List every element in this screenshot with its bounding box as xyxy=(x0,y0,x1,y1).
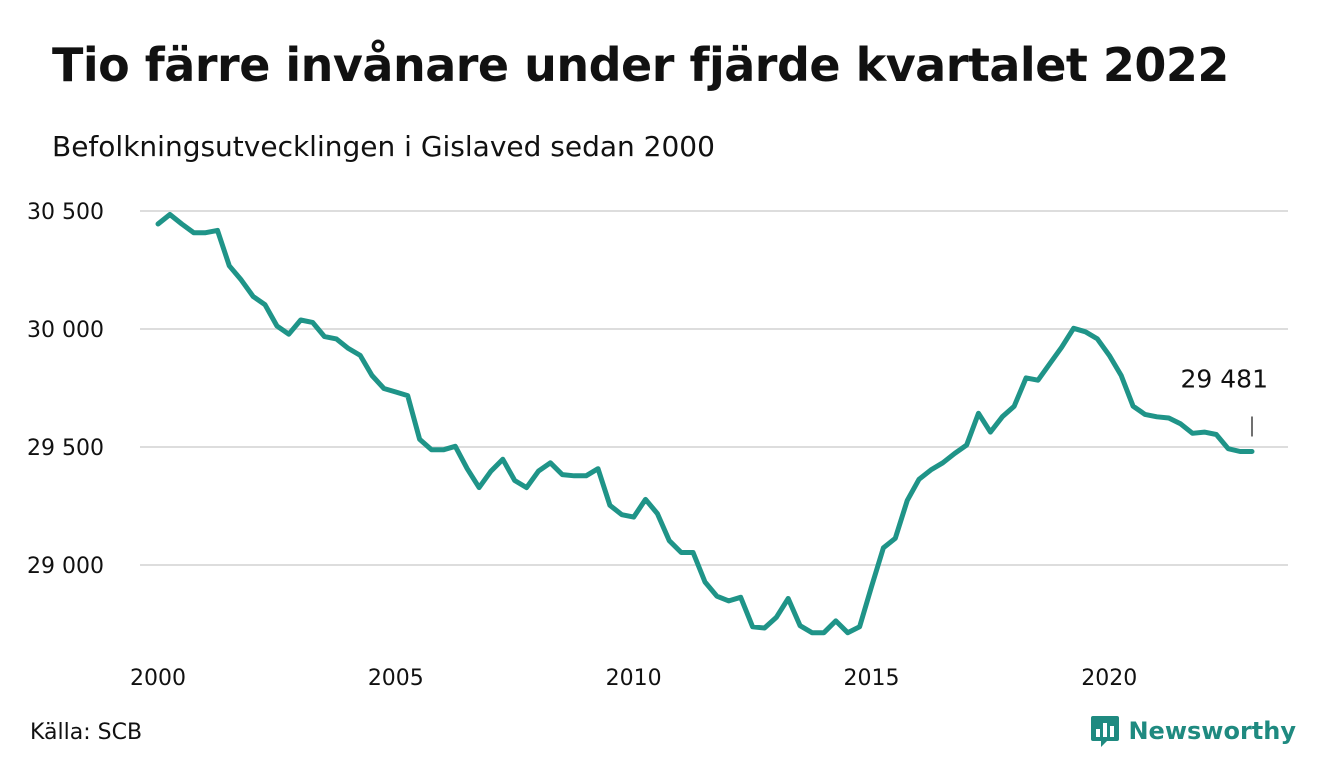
brand-name: Newsworthy xyxy=(1128,717,1296,745)
source-note: Källa: SCB xyxy=(30,720,143,745)
x-tick-label: 2020 xyxy=(1081,666,1137,691)
x-tick-label: 2000 xyxy=(130,666,186,691)
x-axis-ticks: 2000 2005 2010 2015 2020 xyxy=(130,666,1137,691)
brand-logo: Newsworthy xyxy=(1090,714,1296,748)
line-chart: 29 000 29 500 30 000 30 500 2000 2005 2010 201… xyxy=(27,200,1288,691)
y-tick-label: 30 500 xyxy=(27,200,104,225)
chart-subtitle: Befolkningsutvecklingen i Gislaved sedan… xyxy=(52,130,715,163)
x-tick-label: 2015 xyxy=(843,666,899,691)
x-tick-label: 2010 xyxy=(606,666,662,691)
x-tick-label: 2005 xyxy=(368,666,424,691)
series-layer xyxy=(155,212,1255,636)
y-tick-label: 30 000 xyxy=(27,318,104,343)
y-axis-ticks: 29 000 29 500 30 000 30 500 xyxy=(27,200,104,579)
chart-title: Tio färre invånare under fjärde kvartale… xyxy=(52,38,1229,92)
last-value-label: 29 481 xyxy=(1181,364,1268,393)
bar-chart-speech-bubble-icon xyxy=(1091,716,1120,747)
y-tick-label: 29 000 xyxy=(27,554,104,579)
grid-layer xyxy=(140,210,1288,566)
series-line xyxy=(155,212,1255,636)
y-tick-label: 29 500 xyxy=(27,436,104,461)
annotation-layer: 29 481 xyxy=(1181,364,1268,437)
